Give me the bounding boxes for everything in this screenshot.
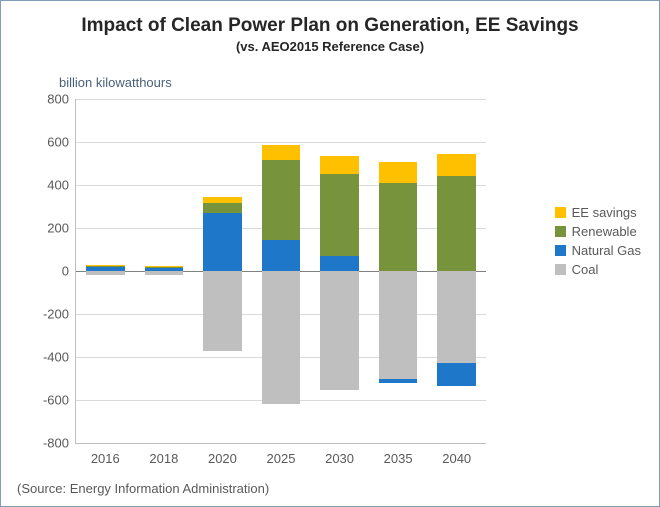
x-tick-label: 2018 (149, 451, 178, 466)
x-tick-label: 2016 (91, 451, 120, 466)
bar-seg-renewable (145, 267, 184, 268)
legend-label: Natural Gas (572, 243, 641, 258)
y-tick-label: 800 (25, 92, 69, 107)
x-tick-label: 2040 (442, 451, 471, 466)
legend-item-renewable: Renewable (555, 224, 641, 239)
bar-seg-coal (203, 271, 242, 351)
bar-seg-renewable (86, 266, 125, 267)
chart-frame: Impact of Clean Power Plan on Generation… (0, 0, 660, 507)
bar-seg-ee (379, 162, 418, 182)
bar-seg-renewable (203, 203, 242, 213)
plot-area: 2016 2018 2020 2025 2030 2035 2040 (75, 99, 486, 444)
bar-seg-ee (320, 156, 359, 174)
bar-seg-coal (145, 271, 184, 275)
bar-2018: 2018 (145, 99, 184, 443)
bar-2040: 2040 (437, 99, 476, 443)
legend-label: EE savings (572, 205, 637, 220)
bar-seg-ee (203, 197, 242, 203)
bar-seg-natgas (203, 213, 242, 271)
legend-item-ee: EE savings (555, 205, 641, 220)
y-tick-label: -600 (25, 393, 69, 408)
bar-seg-natgas (320, 256, 359, 271)
chart-subtitle: (vs. AEO2015 Reference Case) (1, 39, 659, 54)
legend-swatch-renewable (555, 226, 566, 237)
y-tick-label: 400 (25, 178, 69, 193)
bar-seg-renewable (437, 176, 476, 271)
legend-swatch-coal (555, 264, 566, 275)
bar-seg-coal (437, 271, 476, 363)
bar-seg-ee (262, 145, 301, 160)
bar-seg-natgas (379, 379, 418, 383)
source-text: (Source: Energy Information Administrati… (17, 481, 269, 496)
bar-seg-natgas (262, 240, 301, 271)
bar-seg-ee (145, 266, 184, 267)
bar-seg-natgas (437, 363, 476, 386)
bar-seg-coal (262, 271, 301, 404)
bar-2016: 2016 (86, 99, 125, 443)
legend-swatch-ee (555, 207, 566, 218)
bar-seg-ee (437, 154, 476, 177)
x-tick-label: 2030 (325, 451, 354, 466)
y-tick-label: 600 (25, 135, 69, 150)
bar-2020: 2020 (203, 99, 242, 443)
bar-seg-ee (86, 265, 125, 266)
legend-label: Renewable (572, 224, 637, 239)
bar-seg-renewable (320, 174, 359, 256)
bar-seg-renewable (379, 183, 418, 271)
y-axis-ticks: 8006004002000-200-400-600-800 (25, 99, 69, 443)
y-tick-label: -400 (25, 350, 69, 365)
y-tick-label: 0 (25, 264, 69, 279)
legend-label: Coal (572, 262, 599, 277)
x-tick-label: 2035 (384, 451, 413, 466)
x-tick-label: 2025 (267, 451, 296, 466)
legend-item-natgas: Natural Gas (555, 243, 641, 258)
chart-title: Impact of Clean Power Plan on Generation… (1, 15, 659, 37)
y-tick-label: 200 (25, 221, 69, 236)
bar-2025: 2025 (262, 99, 301, 443)
bar-seg-coal (379, 271, 418, 379)
bar-2035: 2035 (379, 99, 418, 443)
legend-item-coal: Coal (555, 262, 641, 277)
y-axis-unit-label: billion kilowatthours (59, 75, 172, 90)
bar-seg-renewable (262, 160, 301, 240)
legend: EE savings Renewable Natural Gas Coal (555, 201, 641, 281)
x-tick-label: 2020 (208, 451, 237, 466)
bar-seg-coal (86, 271, 125, 275)
y-tick-label: -200 (25, 307, 69, 322)
bar-seg-coal (320, 271, 359, 390)
legend-swatch-natgas (555, 245, 566, 256)
bar-2030: 2030 (320, 99, 359, 443)
y-tick-label: -800 (25, 436, 69, 451)
